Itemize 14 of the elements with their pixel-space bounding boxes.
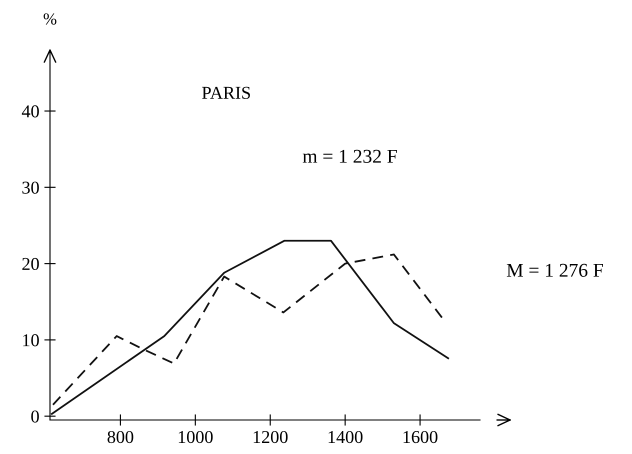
text: PARIS: [202, 86, 250, 99]
y-tick-label: 40: [22, 105, 39, 118]
y-tick-label: 30: [22, 182, 39, 194]
annotation: m = 1 232 F: [302, 150, 397, 163]
text: M = 1 276 F: [506, 264, 603, 277]
x-tick-label: 1200: [254, 430, 288, 444]
y-tick-label: 10: [23, 334, 39, 346]
x-tick-label: 1000: [178, 430, 213, 444]
y-tick-label: 20: [22, 258, 39, 270]
x-tick-label: 800: [108, 430, 134, 444]
y-tick-label: 0: [31, 410, 39, 423]
x-tick-label: 1600: [404, 430, 438, 444]
x-tick-label: 1400: [328, 430, 363, 444]
y-axis-title: %: [44, 13, 56, 25]
